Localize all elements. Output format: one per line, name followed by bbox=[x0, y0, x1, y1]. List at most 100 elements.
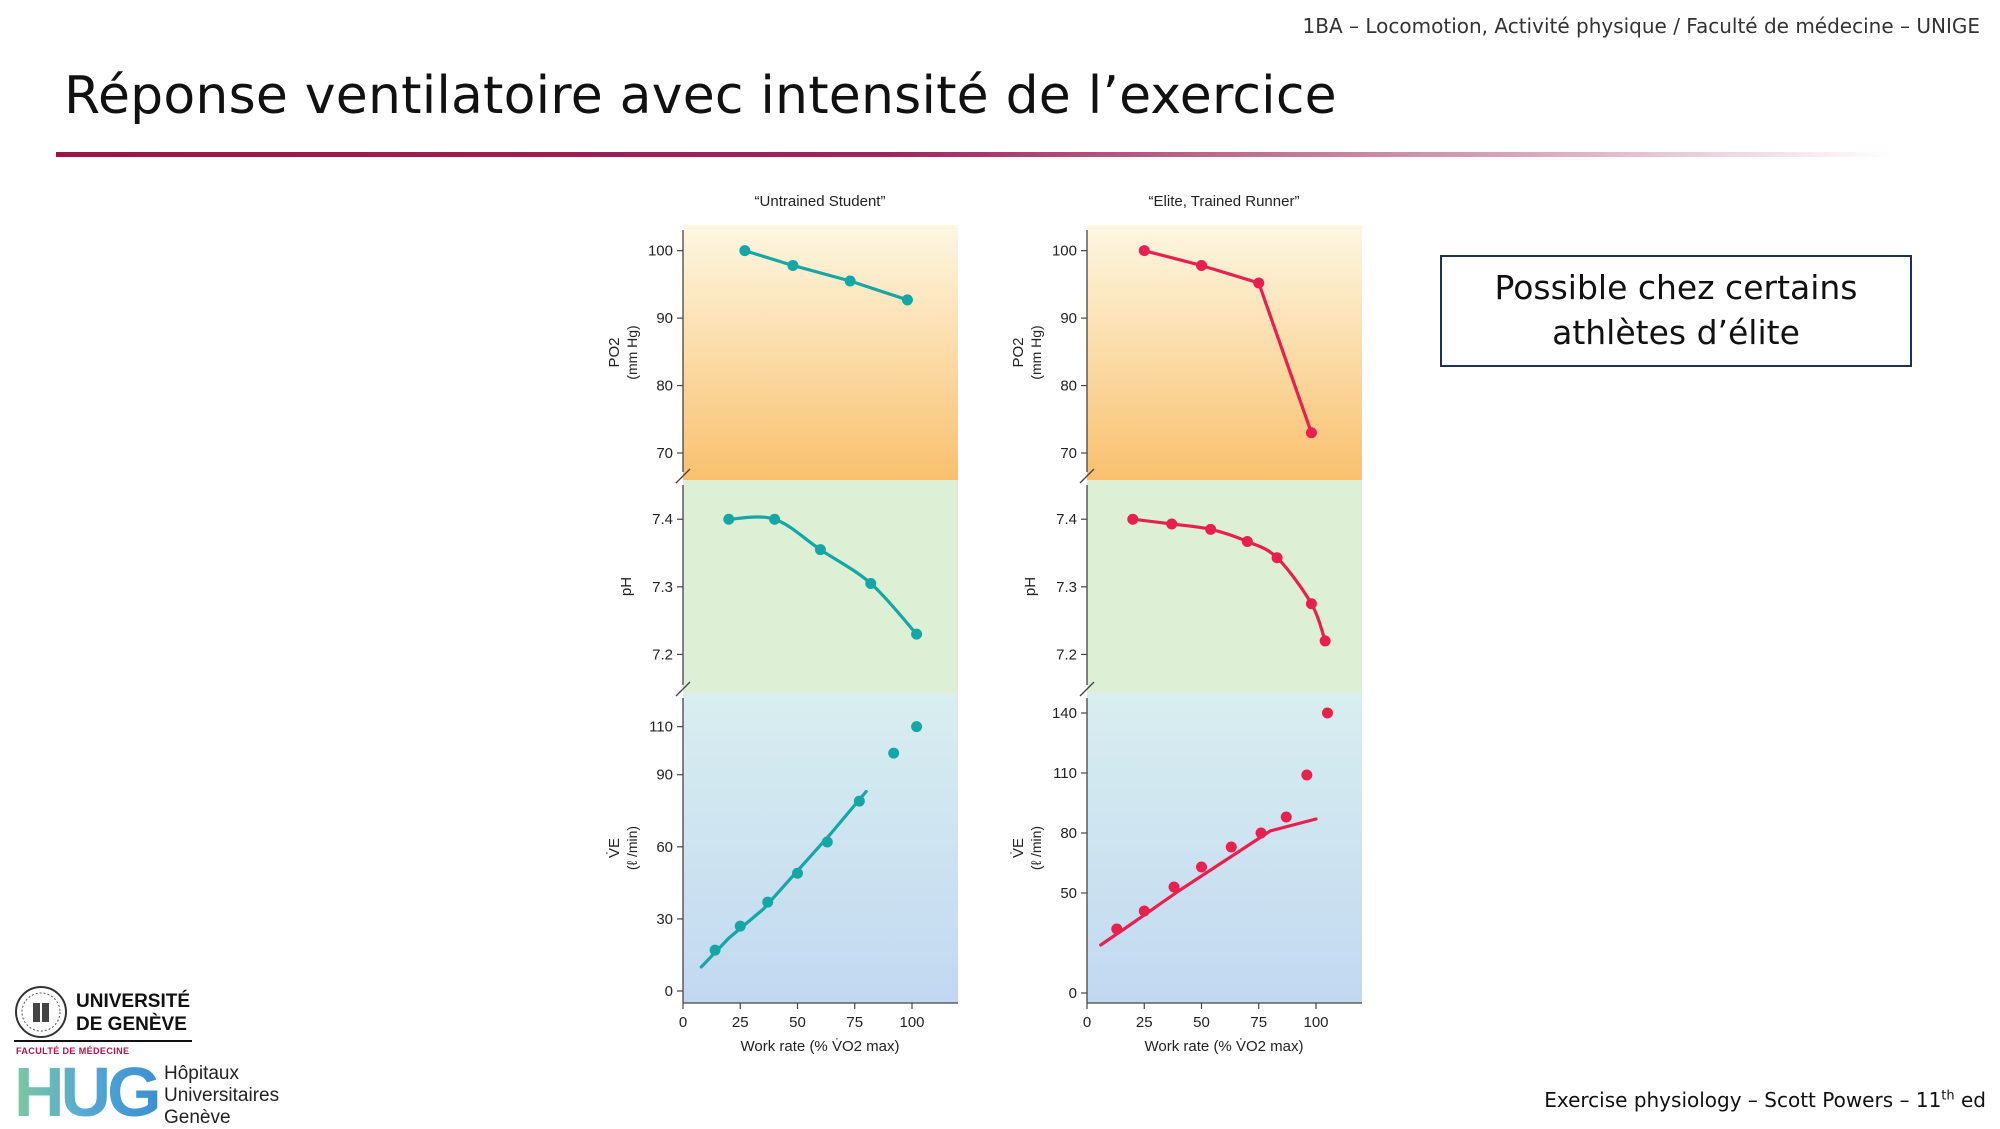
y-tick-label: 7.3 bbox=[652, 579, 673, 596]
chart-title: “Untrained Student” bbox=[755, 193, 886, 210]
data-point-ve bbox=[1280, 811, 1292, 823]
data-point-po2 bbox=[1196, 259, 1207, 271]
y-tick-label: 0 bbox=[1069, 985, 1077, 1002]
y-axis-unit: (ℓ /min) bbox=[1028, 826, 1044, 870]
callout-line-1: Possible chez certains bbox=[1494, 268, 1858, 308]
data-point-ph bbox=[1271, 552, 1283, 564]
y-tick-label: 7.2 bbox=[1056, 646, 1077, 663]
y-axis-unit: (ℓ /min) bbox=[624, 826, 640, 870]
y-label-group: V̇E (ℓ /min) bbox=[606, 826, 640, 870]
y-tick-label: 70 bbox=[656, 445, 673, 462]
x-tick-label: 25 bbox=[1136, 1014, 1153, 1031]
unige-divider bbox=[14, 1040, 192, 1042]
y-tick-label: 80 bbox=[656, 378, 673, 395]
y-tick-label: 60 bbox=[656, 839, 673, 856]
source-text: Exercise physiology – Scott Powers – 11 bbox=[1544, 1088, 1942, 1112]
y-tick-label: 7.2 bbox=[652, 646, 673, 663]
x-tick-label: 50 bbox=[789, 1014, 806, 1031]
title-rule bbox=[56, 152, 1896, 157]
data-point-po2 bbox=[1305, 427, 1317, 439]
panel-background-po2 bbox=[1087, 225, 1362, 480]
axis-break-mark bbox=[675, 681, 691, 697]
series-line-ve bbox=[1099, 817, 1318, 947]
y-tick-label: 140 bbox=[1052, 705, 1077, 722]
y-tick-label: 80 bbox=[1060, 378, 1077, 395]
y-tick-label: 90 bbox=[656, 767, 673, 784]
y-tick-label: 110 bbox=[649, 719, 673, 736]
y-axis-label: pH bbox=[618, 577, 635, 596]
data-point-ph bbox=[911, 628, 923, 640]
data-point-ve bbox=[911, 721, 923, 733]
series-line-ve bbox=[699, 789, 868, 969]
y-axis-unit: (mm Hg) bbox=[624, 325, 640, 379]
series-line-po2 bbox=[743, 249, 910, 302]
data-point-ve bbox=[1168, 881, 1180, 893]
hug-line-3: Genève bbox=[164, 1107, 231, 1128]
y-tick-label: 100 bbox=[648, 243, 673, 260]
data-point-ve bbox=[1301, 769, 1313, 781]
y-tick-label: 0 bbox=[665, 983, 673, 1000]
panel-background-ph bbox=[683, 480, 958, 693]
y-tick-label: 50 bbox=[1060, 885, 1077, 902]
x-tick-label: 25 bbox=[732, 1014, 749, 1031]
data-point-ph bbox=[814, 544, 826, 556]
hug-line-1: Hôpitaux bbox=[164, 1063, 239, 1084]
x-tick-label: 50 bbox=[1193, 1014, 1210, 1031]
data-point-ph bbox=[1305, 598, 1317, 610]
unige-line-2: DE GENÈVE bbox=[76, 1014, 187, 1035]
y-axis-label: V̇E bbox=[606, 838, 623, 858]
x-tick-label: 75 bbox=[1250, 1014, 1267, 1031]
data-point-ve bbox=[1196, 861, 1207, 873]
data-point-po2 bbox=[1138, 245, 1150, 257]
y-tick-label: 110 bbox=[1053, 765, 1077, 782]
source-suffix: ed bbox=[1954, 1088, 1986, 1112]
y-tick-label: 90 bbox=[1060, 310, 1077, 327]
axis-break-mark bbox=[1079, 468, 1095, 484]
y-axis-label: pH bbox=[1022, 577, 1039, 596]
data-point-ph bbox=[1127, 513, 1139, 525]
slide-title: Réponse ventilatoire avec intensité de l… bbox=[64, 66, 1337, 126]
y-label-group: pH bbox=[1022, 577, 1039, 596]
axis-break-mark bbox=[675, 468, 691, 484]
data-point-ve bbox=[1321, 707, 1333, 719]
x-tick-label: 0 bbox=[1083, 1014, 1091, 1031]
panel-background-ph bbox=[1087, 480, 1362, 693]
data-point-ph bbox=[1319, 635, 1331, 647]
hug-logo-icon: HUG bbox=[14, 1060, 162, 1122]
y-label-group: pH bbox=[618, 577, 635, 596]
panel-background-po2 bbox=[683, 225, 958, 480]
y-tick-label: 80 bbox=[1060, 825, 1077, 842]
x-axis-label: Work rate (% V̇O2 max) bbox=[741, 1038, 900, 1055]
source-superscript: th bbox=[1941, 1088, 1955, 1104]
series-line-po2 bbox=[1142, 249, 1314, 435]
unige-line-1: UNIVERSITÉ bbox=[76, 991, 191, 1012]
x-tick-label: 100 bbox=[1303, 1014, 1328, 1031]
data-point-po2 bbox=[844, 275, 856, 287]
y-tick-label: 7.4 bbox=[1056, 511, 1077, 528]
data-point-po2 bbox=[901, 294, 913, 306]
source-citation: Exercise physiology – Scott Powers – 11t… bbox=[1544, 1088, 1986, 1112]
data-point-ph bbox=[723, 513, 735, 525]
unige-name: UNIVERSITÉ DE GENÈVE bbox=[76, 990, 190, 1036]
y-axis-label: PO2 bbox=[606, 337, 623, 367]
x-axis-label: Work rate (% V̇O2 max) bbox=[1145, 1038, 1304, 1055]
y-tick-label: 7.4 bbox=[652, 511, 673, 528]
data-point-ve bbox=[888, 747, 900, 759]
panel-background-ve bbox=[683, 693, 958, 1003]
y-tick-label: 7.3 bbox=[1056, 579, 1077, 596]
chart-title: “Elite, Trained Runner” bbox=[1149, 193, 1300, 210]
y-tick-label: 70 bbox=[1060, 445, 1077, 462]
data-point-ph bbox=[865, 577, 877, 589]
elite-athlete-callout: Possible chez certains athlètes d’élite bbox=[1440, 255, 1912, 367]
y-axis-label: PO2 bbox=[1010, 337, 1027, 367]
course-header: 1BA – Locomotion, Activité physique / Fa… bbox=[1302, 14, 1980, 38]
panel-background-ve bbox=[1087, 693, 1362, 1003]
axis-break-mark bbox=[1079, 681, 1095, 697]
unige-seal-icon bbox=[15, 986, 67, 1038]
data-point-po2 bbox=[1253, 277, 1265, 289]
data-point-po2 bbox=[739, 245, 751, 257]
hug-line-2: Universitaires bbox=[164, 1085, 280, 1106]
data-point-po2 bbox=[787, 259, 799, 271]
x-tick-label: 75 bbox=[846, 1014, 863, 1031]
x-tick-label: 100 bbox=[899, 1014, 924, 1031]
